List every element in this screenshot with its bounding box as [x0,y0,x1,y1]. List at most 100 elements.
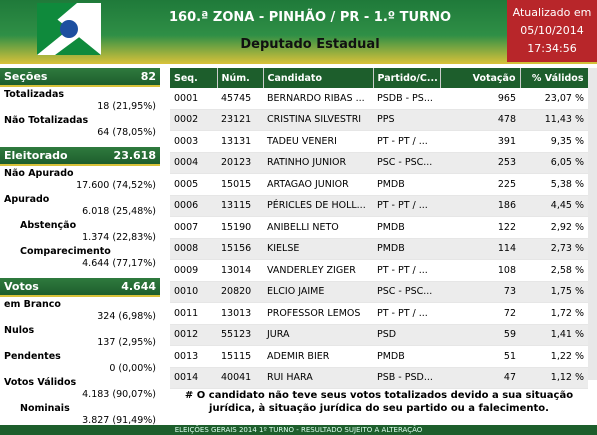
table-cell: 0003 [170,130,217,153]
table-cell: 253 [440,152,520,174]
table-cell: 108 [440,259,520,282]
table: Seq. Núm. Candidato Partido/C... Votação% Vá… [170,68,589,389]
section-total: 23.618 [113,149,156,162]
table-cell: PROFESSOR LEMOS [263,302,373,325]
table-cell: PSC - PSC... [373,281,440,303]
table-row[interactable]: 0001 45745 BERNARDO RIBAS ... PSDB - PS... 9… [170,88,588,110]
table-cell: PSDB - PS... [373,88,440,110]
stat-item: Não Totalizadas 64 (78,05%) [0,113,160,139]
stat-item: Apurado 6.018 (25,48%) [0,192,160,218]
column-header: Partido/C... [373,68,441,88]
stat-value: 18 (21,95%) [97,101,156,112]
stat-item: Comparecimento 4.644 (77,17%) [0,244,160,270]
table-cell: 1,75 % [520,281,588,303]
table-cell: 15156 [217,238,263,260]
table-cell: 0013 [170,345,217,368]
stat-value: 0 (0,00%) [109,363,156,374]
table-cell: 23,07 % [520,88,588,110]
table-cell: 0002 [170,109,217,131]
stat-label: Não Totalizadas [4,115,89,126]
table-row[interactable]: 0010 20820 ELCIO JAIME PSC - PSC... 73 1,75 % [170,281,588,303]
update-box: Atualizado em 05/10/2014 17:34:56 [507,0,597,62]
table-row[interactable]: 0011 13013 PROFESSOR LEMOS PT - PT / ... 72 1… [170,302,588,325]
table-row[interactable]: 0007 15190 ANIBELLI NETO PMDB 122 2,92 % [170,216,588,239]
table-row[interactable]: 0009 13014 VANDERLEY ZIGER PT - PT / ... 108… [170,259,588,282]
update-date: 05/10/2014 [520,24,584,37]
stat-item: Não Apurado 17.600 (74,52%) [0,166,160,192]
column-header: Núm. [217,68,264,88]
table-cell: 13131 [217,130,263,153]
table-cell: 0014 [170,367,217,389]
table-cell: 0006 [170,195,217,217]
table-cell: 391 [440,130,520,153]
column-header: Candidato [263,68,374,88]
header: 160.ª ZONA - PINHÃO / PR - 1.º TURNO Dep… [0,0,597,64]
table-cell: 0008 [170,238,217,260]
table-row[interactable]: 0013 15115 ADEMIR BIER PMDB 51 1,22 % [170,345,588,368]
table-row[interactable]: 0004 20123 RATINHO JUNIOR PSC - PSC... 253 6,… [170,152,588,174]
stat-value: 3.827 (91,49%) [82,415,156,425]
table-cell: 0010 [170,281,217,303]
stat-item: Nominais 3.827 (91,49%) [0,401,160,425]
table-cell: PSB - PSD... [373,367,440,389]
table-cell: 23121 [217,109,263,131]
table-row[interactable]: 0014 40041 RUI HARA PSB - PSD... 47 1,12 % [170,367,588,389]
stat-value: 4.644 (77,17%) [82,258,156,269]
stat-value: 324 (6,98%) [97,311,156,322]
note: # O candidato não teve seus votos totali… [184,390,574,414]
table-cell: 122 [440,216,520,239]
table-cell: ANIBELLI NETO [263,216,373,239]
table-cell: PÉRICLES DE HOLL... [263,195,373,217]
table-cell: 114 [440,238,520,260]
table-cell: PMDB [373,345,440,368]
table-cell: 11,43 % [520,109,588,131]
table-cell: TADEU VENERI [263,130,373,153]
table-cell: 47 [440,367,520,389]
table-cell: 15115 [217,345,263,368]
table-cell: 51 [440,345,520,368]
table-cell: PMDB [373,216,440,239]
table-row[interactable]: 0005 15015 ARTAGAO JUNIOR PMDB 225 5,38 % [170,173,588,196]
table-row[interactable]: 0006 13115 PÉRICLES DE HOLL... PT - PT / ..… [170,195,588,217]
table-cell: PT - PT / ... [373,130,440,153]
table-cell: 6,05 % [520,152,588,174]
section-header: Eleitorado 23.618 [0,147,160,166]
table-cell: 2,58 % [520,259,588,282]
section: Votos 4.644 em Branco 324 (6,98%) Nulos 137 (… [0,278,160,425]
table-row[interactable]: 0012 55123 JURA PSD 59 1,41 % [170,324,588,346]
stat-label: Abstenção [20,220,77,231]
table-row[interactable]: 0008 15156 KIELSE PMDB 114 2,73 % [170,238,588,260]
table-cell: 45745 [217,88,263,110]
table-cell: 73 [440,281,520,303]
column-header: Votação [440,68,521,88]
table-cell: 0005 [170,173,217,196]
stat-item: Nulos 137 (2,95%) [0,323,160,349]
results-table: Seq. Núm. Candidato Partido/C... Votação% Vá… [170,68,589,389]
table-cell: 0007 [170,216,217,239]
stat-value: 4.183 (90,07%) [82,389,156,400]
table-cell: PT - PT / ... [373,195,440,217]
table-row[interactable]: 0002 23121 CRISTINA SILVESTRI PPS 478 11,43 % [170,109,588,131]
table-cell: 478 [440,109,520,131]
table-cell: 4,45 % [520,195,588,217]
table-cell: BERNARDO RIBAS ... [263,88,373,110]
table-cell: 1,12 % [520,367,588,389]
table-cell: 15190 [217,216,263,239]
table-cell: 0004 [170,152,217,174]
table-cell: PMDB [373,173,440,196]
table-cell: PT - PT / ... [373,259,440,282]
table-cell: PT - PT / ... [373,302,440,325]
scrollbar[interactable] [588,68,597,380]
table-cell: ELCIO JAIME [263,281,373,303]
table-row[interactable]: 0003 13131 TADEU VENERI PT - PT / ... 391 9,3… [170,130,588,153]
table-cell: 13014 [217,259,263,282]
stat-label: Pendentes [4,351,61,362]
table-cell: CRISTINA SILVESTRI [263,109,373,131]
stat-value: 6.018 (25,48%) [82,206,156,217]
table-cell: JURA [263,324,373,346]
stat-item: Votos Válidos 4.183 (90,07%) [0,375,160,401]
table-cell: 55123 [217,324,263,346]
table-cell: 40041 [217,367,263,389]
table-cell: 2,92 % [520,216,588,239]
table-cell: KIELSE [263,238,373,260]
